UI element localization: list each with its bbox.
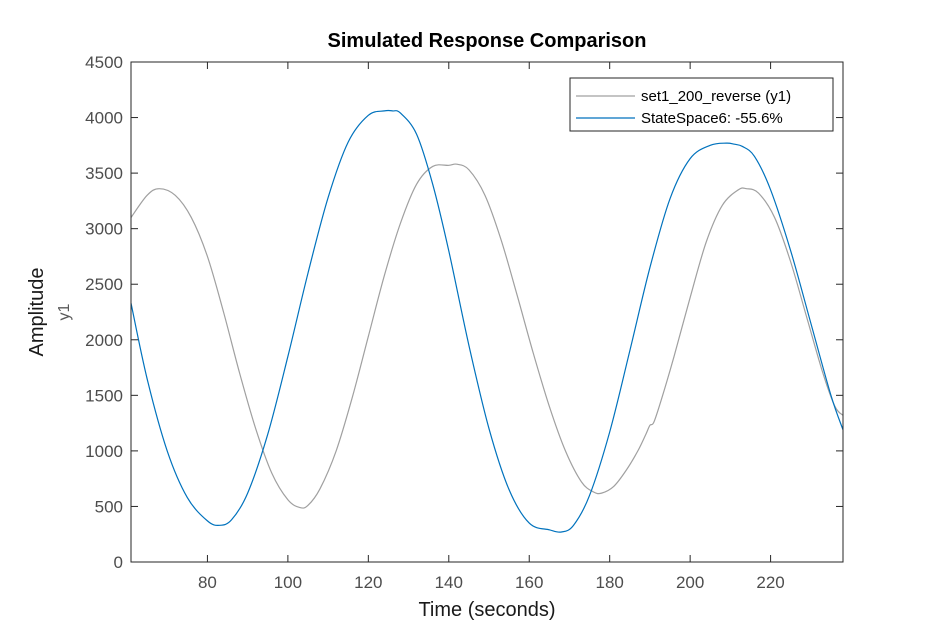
y-tick-label: 2000: [85, 331, 123, 350]
x-tick-label: 80: [198, 573, 217, 592]
x-tick-label: 100: [274, 573, 302, 592]
legend-box: [569, 77, 834, 132]
x-tick-label: 160: [515, 573, 543, 592]
plot-frame: [130, 61, 844, 563]
series-line-1: [130, 163, 844, 509]
y-tick-label: 2500: [85, 275, 123, 294]
x-axis-label: Time (seconds): [418, 599, 555, 621]
y-tick-label: 1000: [85, 442, 123, 461]
y-tick-label: 1500: [85, 386, 123, 405]
x-tick-label: 120: [354, 573, 382, 592]
legend-label-series-2: StateSpace6: -55.6%: [641, 110, 783, 127]
y-tick-label: 0: [114, 553, 123, 572]
legend-label-series-1: set1_200_reverse (y1): [641, 88, 791, 105]
y-axis-label: Amplitude: [26, 268, 48, 357]
y-tick-label: 4500: [85, 53, 123, 72]
y-tick-label: 500: [95, 497, 123, 516]
x-tick-label: 220: [756, 573, 784, 592]
y-tick-label: 3000: [85, 220, 123, 239]
x-tick-label: 140: [435, 573, 463, 592]
plot-area: [131, 62, 843, 562]
series-layer: [130, 109, 844, 533]
y-axis-sublabel: y1: [56, 303, 73, 320]
x-tick-label: 200: [676, 573, 704, 592]
chart-title: Simulated Response Comparison: [328, 30, 647, 52]
legend: set1_200_reverse (y1) StateSpace6: -55.6…: [569, 77, 834, 132]
ticks-layer: 80 100 120 140 160 180 200 220 0 500 1000 1500 2000 2…: [85, 53, 843, 592]
y-tick-label: 3500: [85, 164, 123, 183]
y-tick-label: 4000: [85, 109, 123, 128]
x-tick-label: 180: [596, 573, 624, 592]
series-line-2: [130, 109, 844, 533]
